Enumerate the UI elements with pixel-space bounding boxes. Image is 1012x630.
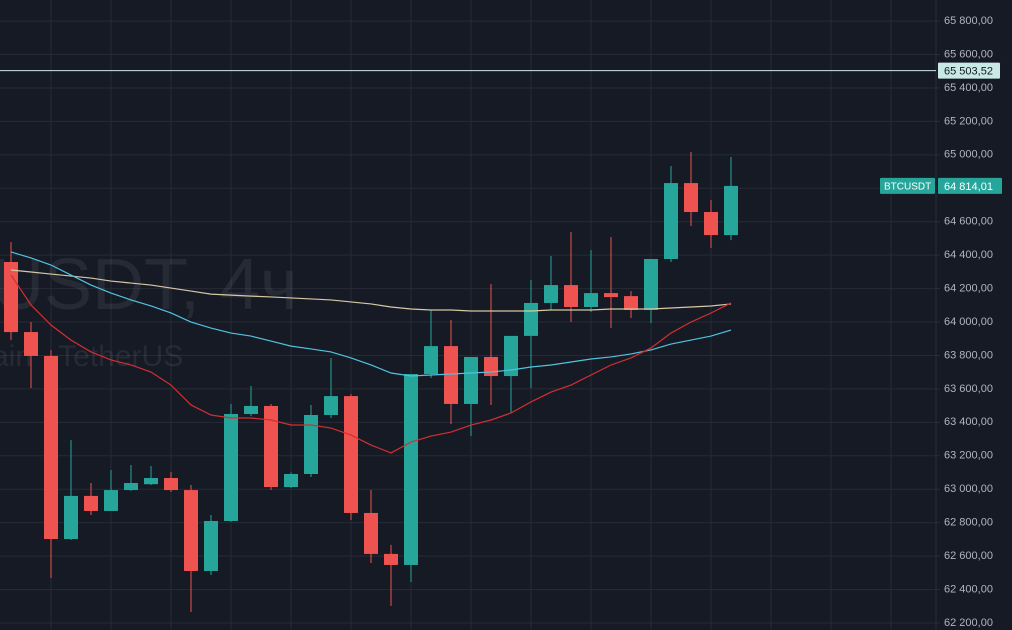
y-tick-label: 64 600,00 — [944, 216, 993, 228]
candle-body — [724, 185, 738, 236]
candle-body — [584, 293, 598, 307]
candle-body — [704, 212, 718, 236]
y-tick-label: 64 400,00 — [944, 249, 993, 261]
y-tick-label: 65 600,00 — [944, 48, 993, 60]
candle-body — [664, 183, 678, 259]
candle-body — [64, 495, 78, 540]
candle-body — [404, 374, 418, 565]
candle-body — [504, 335, 518, 377]
candle-body — [604, 293, 618, 298]
symbol-label-bg — [880, 177, 935, 194]
candle-body — [164, 478, 178, 491]
candle-body — [484, 356, 498, 377]
y-tick-label: 65 800,00 — [944, 15, 993, 27]
price-line-label: 65 503,52 — [944, 66, 993, 78]
y-tick-label: 63 600,00 — [944, 383, 993, 395]
candle-body — [284, 474, 298, 488]
y-tick-label: 63 000,00 — [944, 483, 993, 495]
y-tick-label: 63 400,00 — [944, 416, 993, 428]
candle-body — [424, 346, 438, 375]
y-tick-label: 62 600,00 — [944, 550, 993, 562]
y-tick-label: 62 800,00 — [944, 517, 993, 529]
symbol-label: BTCUSDT — [884, 182, 931, 193]
last-price-label: 64 814,01 — [944, 181, 993, 193]
candle-body — [104, 490, 118, 511]
candle-body — [264, 405, 278, 488]
candle-body — [24, 332, 38, 356]
candle-body — [204, 520, 218, 571]
candle-body — [144, 478, 158, 485]
moving-average — [10, 269, 732, 312]
candle-body — [184, 490, 198, 571]
y-tick-label: 65 000,00 — [944, 149, 993, 161]
candle-body — [644, 258, 658, 310]
moving-average — [10, 274, 732, 454]
y-tick-label: 65 200,00 — [944, 115, 993, 127]
candle-body — [44, 355, 58, 540]
candle-body — [224, 413, 238, 521]
y-tick-label: 65 400,00 — [944, 82, 993, 94]
y-tick-label: 62 400,00 — [944, 583, 993, 595]
candle-body — [324, 396, 338, 415]
last-price-label-bg — [938, 177, 1002, 194]
candle-body — [544, 285, 558, 303]
candle-body — [84, 495, 98, 511]
y-tick-label: 63 800,00 — [944, 349, 993, 361]
y-tick-label: 63 200,00 — [944, 450, 993, 462]
candle-body — [304, 414, 318, 475]
candle-body — [4, 261, 18, 333]
candle-body — [124, 483, 138, 491]
candle-body — [244, 405, 258, 414]
candle-body — [464, 356, 478, 404]
y-tick-label: 64 200,00 — [944, 282, 993, 294]
price-line-label-bg — [938, 62, 1000, 79]
candle-body — [344, 396, 358, 513]
candle-body — [384, 553, 398, 565]
candle-body — [684, 183, 698, 213]
y-tick-label: 64 000,00 — [944, 316, 993, 328]
y-tick-label: 62 200,00 — [944, 617, 993, 629]
moving-average — [10, 251, 732, 377]
candle-body — [364, 512, 378, 554]
candle-body — [624, 296, 638, 310]
candle-body — [524, 302, 538, 336]
candle-body — [444, 346, 458, 404]
candle-body — [564, 285, 578, 307]
